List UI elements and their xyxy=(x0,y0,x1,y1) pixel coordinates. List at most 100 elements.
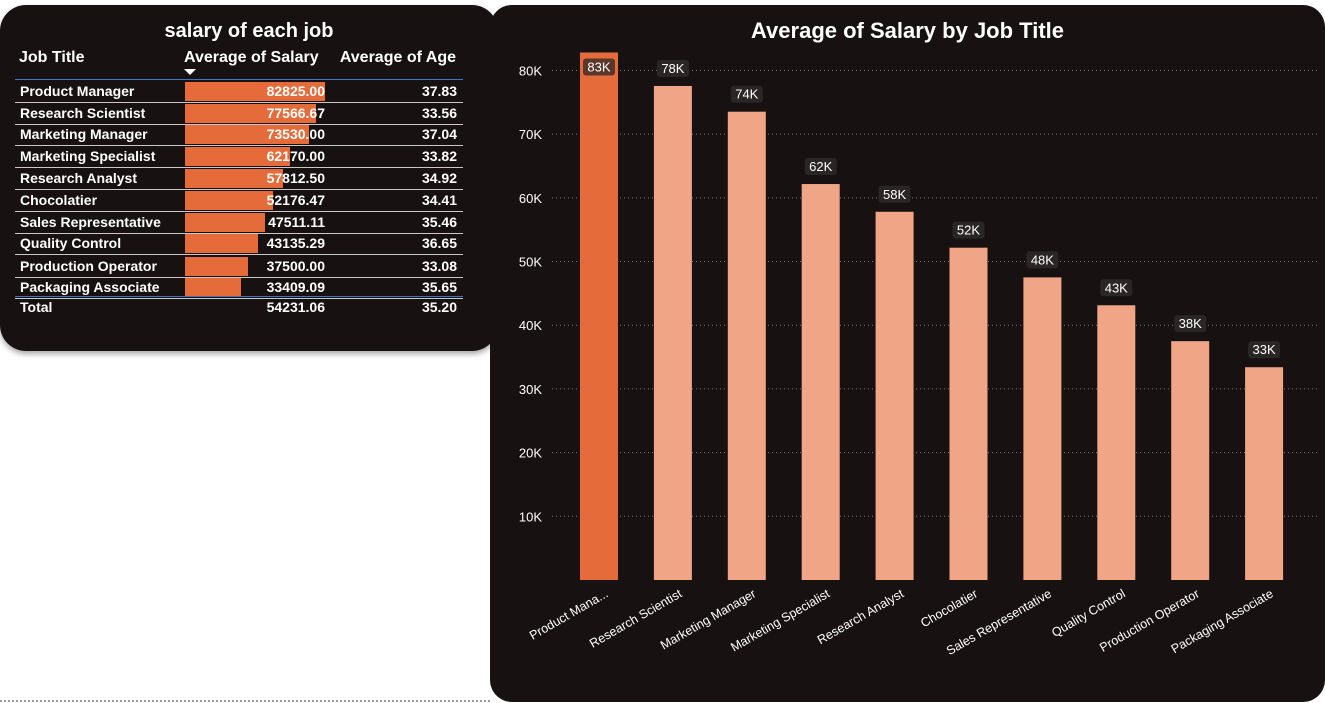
y-tick-label: 20K xyxy=(519,446,542,461)
row-job-title: Marketing Manager xyxy=(20,126,148,142)
data-label: 83K xyxy=(587,59,610,74)
row-average-salary: 82825.00 xyxy=(266,83,325,99)
row-average-age: 33.56 xyxy=(421,105,457,121)
row-average-salary: 57812.50 xyxy=(266,170,325,186)
total-age: 35.20 xyxy=(421,299,457,315)
row-average-age: 35.46 xyxy=(421,214,457,230)
salary-data-bar xyxy=(185,191,273,210)
row-average-salary: 43135.29 xyxy=(266,235,325,251)
bar[interactable] xyxy=(727,111,766,580)
table-row[interactable]: Production Operator 37500.00 33.08 xyxy=(15,256,463,278)
salary-data-bar xyxy=(185,82,325,101)
data-label-background xyxy=(952,221,985,239)
data-label: 62K xyxy=(809,159,832,174)
table-row[interactable]: Sales Representative 47511.11 35.46 xyxy=(15,212,463,234)
table-row[interactable]: Quality Control 43135.29 36.65 xyxy=(15,233,463,255)
row-job-title: Chocolatier xyxy=(20,192,98,208)
data-label: 43K xyxy=(1105,280,1128,295)
y-tick-label: 10K xyxy=(519,509,542,524)
bar[interactable] xyxy=(1097,305,1136,580)
y-tick-label: 80K xyxy=(519,63,542,78)
row-average-age: 35.65 xyxy=(421,279,457,295)
bar[interactable] xyxy=(580,52,618,580)
row-average-salary: 77566.67 xyxy=(266,105,325,121)
row-average-salary: 47511.11 xyxy=(268,214,325,230)
sort-descending-icon[interactable] xyxy=(184,69,196,75)
row-average-salary: 73530.00 xyxy=(266,126,325,142)
data-label-background xyxy=(1026,251,1059,269)
total-row: Total 54231.06 35.20 xyxy=(15,297,463,318)
row-job-title: Quality Control xyxy=(20,235,122,251)
data-label-background xyxy=(1174,315,1207,333)
data-label: 58K xyxy=(883,187,906,202)
data-label-background xyxy=(583,58,615,76)
row-job-title: Packaging Associate xyxy=(20,279,160,295)
total-salary: 54231.06 xyxy=(266,299,325,315)
salary-data-bar xyxy=(185,125,309,144)
table-row[interactable]: Research Analyst 57812.50 34.92 xyxy=(15,168,463,190)
y-tick-label: 30K xyxy=(519,382,542,397)
table-row[interactable]: Product Manager 82825.00 37.83 xyxy=(15,81,463,103)
row-job-title: Production Operator xyxy=(20,258,157,274)
total-label: Total xyxy=(20,299,53,315)
row-job-title: Research Scientist xyxy=(20,105,146,121)
bar[interactable] xyxy=(1023,277,1062,580)
data-label-background xyxy=(804,158,837,176)
column-header-job-title[interactable]: Job Title xyxy=(19,49,85,66)
data-label: 33K xyxy=(1253,342,1276,357)
salary-data-bar xyxy=(185,147,290,166)
salary-data-bar xyxy=(185,213,265,232)
table-row[interactable]: Packaging Associate 33409.09 35.65 xyxy=(15,277,463,299)
bar[interactable] xyxy=(1245,367,1284,580)
data-label-background xyxy=(656,59,689,77)
table-row[interactable]: Research Scientist 77566.67 33.56 xyxy=(15,103,463,125)
row-average-salary: 62170.00 xyxy=(266,148,325,164)
data-label: 48K xyxy=(1031,252,1054,267)
y-tick-label: 60K xyxy=(519,191,542,206)
table-row[interactable]: Marketing Specialist 62170.00 33.82 xyxy=(15,146,463,168)
salary-data-bar xyxy=(185,169,283,188)
y-tick-label: 70K xyxy=(519,127,542,142)
row-average-age: 36.65 xyxy=(421,235,457,251)
salary-bar-chart-card: Average of Salary by Job Title 10K 20K 30K… xyxy=(490,5,1325,702)
column-header-average-age[interactable]: Average of Age xyxy=(339,49,456,66)
row-average-age: 34.41 xyxy=(421,192,457,208)
column-header-average-salary[interactable]: Average of Salary xyxy=(184,49,319,66)
data-label-background xyxy=(878,185,911,203)
row-average-salary: 33409.09 xyxy=(266,279,325,295)
row-average-age: 34.92 xyxy=(421,170,457,186)
row-average-salary: 37500.00 xyxy=(266,258,325,274)
bar[interactable] xyxy=(653,85,692,580)
total-divider xyxy=(15,296,463,297)
bar[interactable] xyxy=(949,247,988,580)
salary-data-bar xyxy=(185,234,258,253)
data-label-background xyxy=(730,85,763,103)
page-bottom-border xyxy=(0,700,490,702)
row-job-title: Sales Representative xyxy=(20,214,161,230)
row-job-title: Research Analyst xyxy=(20,170,137,186)
row-job-title: Product Manager xyxy=(20,83,135,99)
chart-title: Average of Salary by Job Title xyxy=(750,18,1064,43)
bar[interactable] xyxy=(875,211,914,580)
y-tick-label: 50K xyxy=(519,255,542,270)
x-tick-label: Chocolatier xyxy=(918,586,980,630)
salary-data-bar xyxy=(185,104,316,123)
row-average-age: 33.08 xyxy=(421,258,457,274)
table-row[interactable]: Chocolatier 52176.47 34.41 xyxy=(15,190,463,212)
data-label: 74K xyxy=(735,87,758,102)
table-title: salary of each job xyxy=(164,20,334,42)
data-label: 78K xyxy=(661,61,684,76)
header-divider xyxy=(15,79,463,80)
table-row[interactable]: Marketing Manager 73530.00 37.04 xyxy=(15,124,463,146)
row-average-age: 37.04 xyxy=(421,126,457,142)
row-job-title: Marketing Specialist xyxy=(20,148,156,164)
bar[interactable] xyxy=(1171,341,1210,580)
data-label: 38K xyxy=(1179,316,1202,331)
bar[interactable] xyxy=(801,184,840,580)
salary-data-bar xyxy=(185,278,241,297)
row-average-salary: 52176.47 xyxy=(266,192,325,208)
salary-table-card: salary of each job Job Title Average of … xyxy=(0,5,498,351)
data-label: 52K xyxy=(957,223,980,238)
salary-data-bar xyxy=(185,257,248,276)
